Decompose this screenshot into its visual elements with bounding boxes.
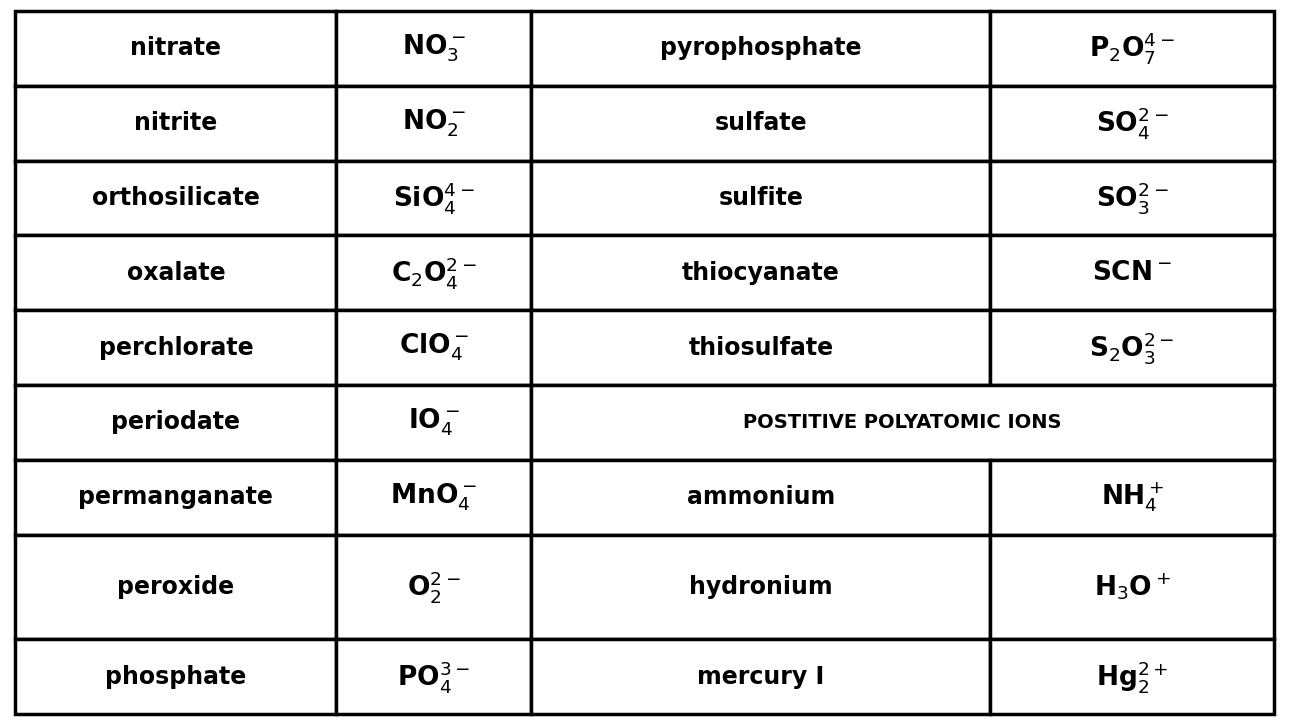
Text: NO$_2^-$: NO$_2^-$ [402, 107, 465, 139]
Bar [15, 86, 336, 160]
Bar [990, 236, 1274, 310]
Bar [15, 385, 336, 460]
Text: nitrate: nitrate [130, 36, 222, 60]
Bar [336, 11, 531, 86]
Text: SiO$_4^{4-}$: SiO$_4^{4-}$ [393, 180, 474, 216]
Text: SCN$^-$: SCN$^-$ [1092, 260, 1172, 286]
Bar [990, 639, 1274, 714]
Bar [336, 160, 531, 236]
Bar [336, 310, 531, 385]
Text: MnO$_4^-$: MnO$_4^-$ [391, 481, 477, 513]
Text: O$_2^{2-}$: O$_2^{2-}$ [407, 569, 460, 605]
Bar [15, 534, 336, 639]
Bar [531, 236, 990, 310]
Text: phosphate: phosphate [106, 665, 246, 689]
Text: perchlorate: perchlorate [98, 336, 253, 360]
Text: S$_2$O$_3^{2-}$: S$_2$O$_3^{2-}$ [1089, 330, 1174, 365]
Bar [990, 460, 1274, 534]
Text: nitrite: nitrite [134, 111, 218, 135]
Bar [15, 236, 336, 310]
Bar [531, 11, 990, 86]
Bar [15, 460, 336, 534]
Text: hydronium: hydronium [690, 575, 833, 599]
Bar [336, 460, 531, 534]
Bar [336, 236, 531, 310]
Bar [990, 534, 1274, 639]
Text: periodate: periodate [111, 410, 240, 434]
Bar [15, 160, 336, 236]
Text: PO$_4^{3-}$: PO$_4^{3-}$ [397, 659, 470, 695]
Bar [531, 160, 990, 236]
Text: SO$_3^{2-}$: SO$_3^{2-}$ [1096, 180, 1168, 216]
Text: P$_2$O$_7^{4-}$: P$_2$O$_7^{4-}$ [1089, 30, 1174, 66]
Text: sulfate: sulfate [714, 111, 807, 135]
Text: oxalate: oxalate [126, 261, 226, 285]
Bar [336, 639, 531, 714]
Text: peroxide: peroxide [117, 575, 235, 599]
Text: IO$_4^-$: IO$_4^-$ [407, 407, 460, 438]
Text: sulfite: sulfite [718, 186, 803, 210]
Text: C$_2$O$_4^{2-}$: C$_2$O$_4^{2-}$ [391, 254, 477, 291]
Bar [531, 460, 990, 534]
Bar [336, 385, 531, 460]
Bar [531, 534, 990, 639]
Text: ammonium: ammonium [687, 485, 835, 509]
Bar [15, 310, 336, 385]
Bar [531, 86, 990, 160]
Text: Hg$_2^{2+}$: Hg$_2^{2+}$ [1096, 659, 1168, 695]
Text: mercury I: mercury I [697, 665, 825, 689]
Bar [531, 385, 1274, 460]
Text: POSTITIVE POLYATOMIC IONS: POSTITIVE POLYATOMIC IONS [744, 413, 1062, 432]
Text: NO$_3^-$: NO$_3^-$ [402, 33, 465, 64]
Text: permanganate: permanganate [79, 485, 273, 509]
Bar [990, 160, 1274, 236]
Bar [531, 639, 990, 714]
Text: ClO$_4^-$: ClO$_4^-$ [398, 332, 469, 363]
Text: SO$_4^{2-}$: SO$_4^{2-}$ [1096, 105, 1168, 141]
Text: thiocyanate: thiocyanate [682, 261, 839, 285]
Bar [990, 310, 1274, 385]
Text: orthosilicate: orthosilicate [92, 186, 260, 210]
Text: thiosulfate: thiosulfate [688, 336, 834, 360]
Bar [531, 310, 990, 385]
Bar [336, 86, 531, 160]
Text: H$_3$O$^+$: H$_3$O$^+$ [1093, 571, 1170, 602]
Bar [15, 11, 336, 86]
Bar [336, 534, 531, 639]
Text: pyrophosphate: pyrophosphate [660, 36, 861, 60]
Bar [990, 11, 1274, 86]
Bar [990, 86, 1274, 160]
Text: NH$_4^+$: NH$_4^+$ [1101, 480, 1164, 514]
Bar [15, 639, 336, 714]
